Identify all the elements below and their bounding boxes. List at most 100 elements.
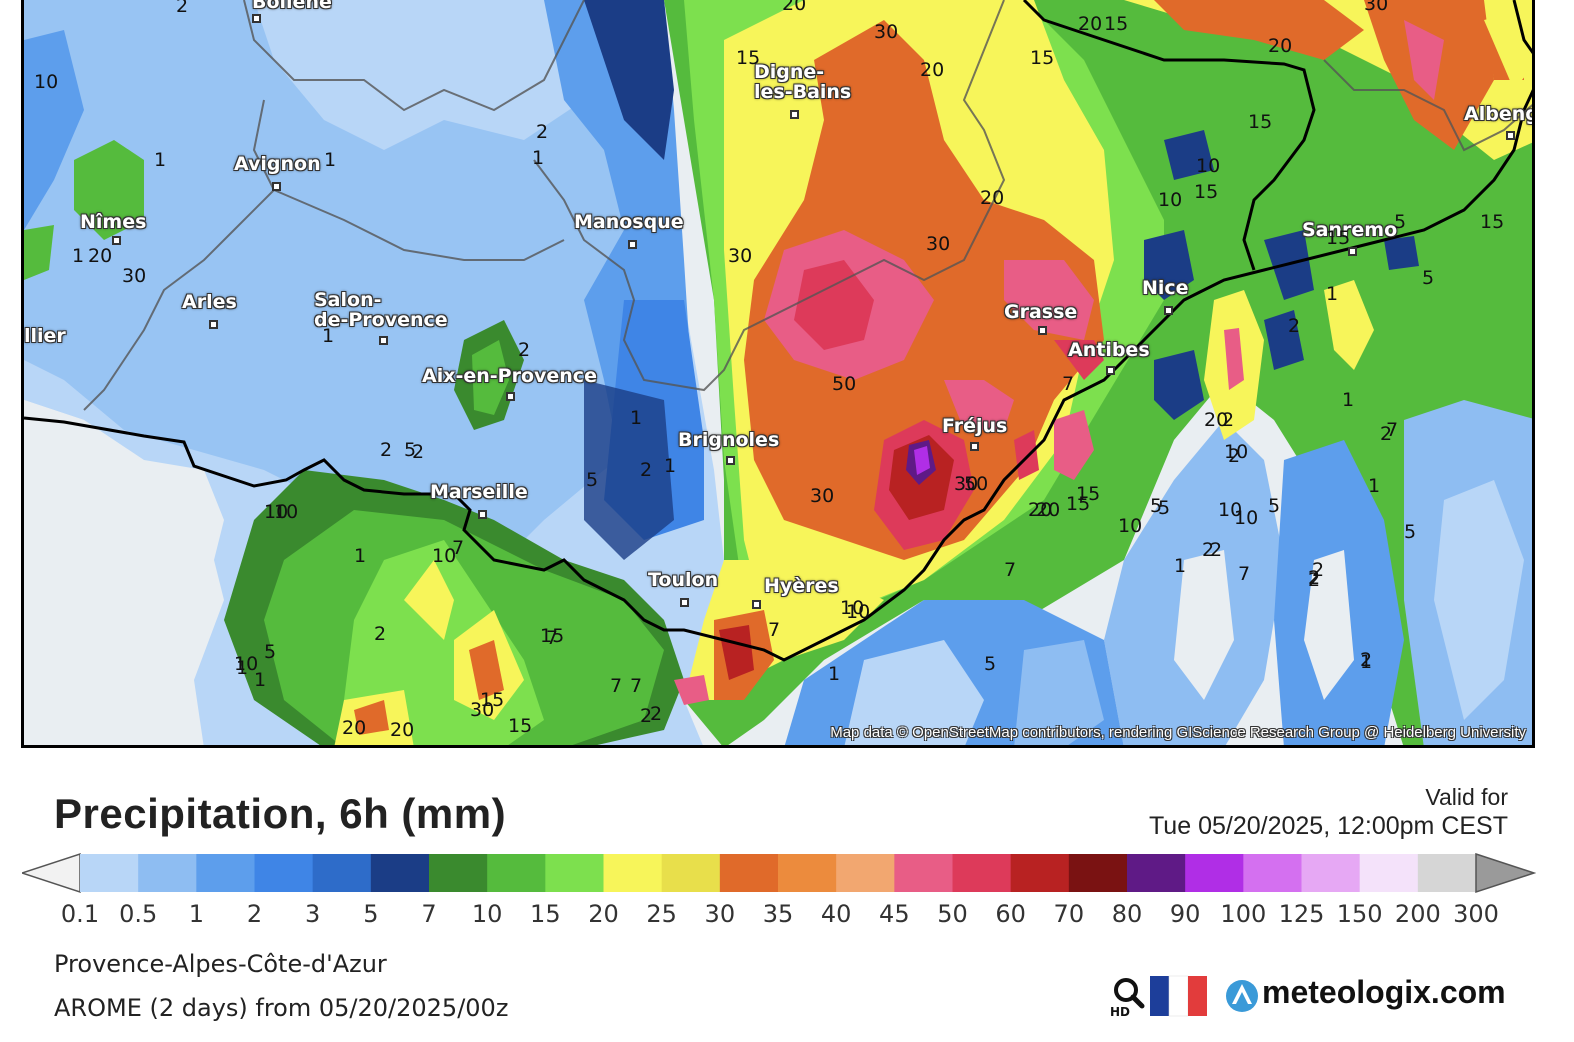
colorbar-segment [1359,854,1419,892]
colorbar-segment [952,854,1012,892]
colorbar-segment [1301,854,1361,892]
colorbar-tick-label: 70 [1053,900,1085,928]
hd-zoom-icon[interactable]: HD [1110,978,1145,1019]
precipitation-field [24,0,1532,745]
contour-label: 7 [546,627,559,649]
contour-label: 15 [1480,211,1505,233]
contour-label: 10 [1224,441,1249,463]
valid-time: Tue 05/20/2025, 12:00pm CEST [1148,812,1508,840]
contour-label: 20 [1204,409,1229,431]
city-marker-aix[interactable] [506,392,515,401]
contour-label: 7 [768,619,781,641]
logo-text[interactable]: meteologix.com [1262,974,1506,1010]
contour-label: 1 [322,325,335,347]
colorbar-tick-label: 10 [471,900,503,928]
city-marker-marseille[interactable] [478,510,487,519]
city-marker-grasse[interactable] [1038,326,1047,335]
colorbar-ticks: 0.1 0.5 1 2 3 5 7 10 15 20 25 30 35 40 45 50 60 70 80 90 100… [0,900,1574,940]
contour-label: 10 [34,71,59,93]
city-marker-avignon[interactable] [272,182,281,191]
contour-label: 7 [1238,563,1251,585]
contour-label: 30 [810,485,835,507]
contour-label: 5 [984,653,997,675]
contour-label: 1 [254,669,267,691]
contour-label: 7 [1386,419,1399,441]
contour-label: 30 [470,699,495,721]
city-marker-albenga[interactable] [1506,131,1515,140]
city-marker-frejus[interactable] [970,442,979,451]
city-label-hyeres: Hyères [764,575,839,597]
contour-label: 2 [650,703,663,725]
colorbar-tick-label: 40 [820,900,852,928]
city-label-sanremo: Sanremo [1302,219,1398,241]
colorbar-segment [1068,854,1128,892]
contour-label: 1 [664,455,677,477]
contour-label: 20 [920,59,945,81]
contour-label: 30 [954,473,979,495]
city-marker-bollene[interactable] [252,14,261,23]
city-label-bollene: Bollène [252,0,332,13]
contour-label: 1 [72,245,85,267]
contour-label: 30 [874,21,899,43]
city-marker-salon[interactable] [379,336,388,345]
city-marker-brignoles[interactable] [726,456,735,465]
contour-label: 1 [354,545,367,567]
contour-label: 10 [1196,155,1221,177]
contour-label: 5 [1422,267,1435,289]
city-label-marseille: Marseille [430,481,528,503]
contour-label: 30 [1364,0,1389,15]
contour-label: 5 [1394,211,1407,233]
colorbar-segment [196,854,255,892]
contour-label: 30 [926,233,951,255]
contour-label: 2 [1288,315,1301,337]
contour-label: 5 [1158,497,1171,519]
colorbar-segment [429,854,488,892]
colorbar-tick-label: 80 [1111,900,1143,928]
city-marker-hyeres[interactable] [752,600,761,609]
contour-label: 10 [840,597,865,619]
city-marker-arles[interactable] [209,320,218,329]
hd-label: HD [1110,1005,1130,1019]
contour-label: 15 [1076,483,1101,505]
contour-label: 2 [1308,567,1321,589]
colorbar-segment [138,854,197,892]
colorbar-tick-label: 200 [1394,900,1441,928]
contour-label: 2 [1308,569,1321,591]
colorbar-tick-label: 20 [588,900,619,928]
city-marker-nimes[interactable] [112,236,121,245]
city-label-frejus: Fréjus [942,415,1008,437]
colorbar-left-arrow [22,852,81,894]
colorbar-segment [719,854,779,892]
contour-label: 10 [1118,515,1143,537]
contour-label: 20 [782,0,807,15]
contour-label: 2 [1360,649,1373,671]
colorbar-tick-label: 0.1 [60,900,100,928]
contour-label: 2 [176,0,189,17]
city-label-toulon: Toulon [648,569,719,591]
colorbar-segment [545,854,604,892]
contour-label: 1 [1174,555,1187,577]
city-marker-sanremo[interactable] [1348,247,1357,256]
meteologix-logo-icon[interactable] [1226,980,1258,1012]
contour-label: 5 [1150,495,1163,517]
contour-label: 7 [452,537,465,559]
city-marker-antibes[interactable] [1106,366,1115,375]
contour-label: 2 [640,705,653,727]
city-label-grasse: Grasse [1004,301,1078,323]
city-marker-digne[interactable] [790,110,799,119]
contour-label: 10 [1218,499,1243,521]
city-label-manosque: Manosque [574,211,684,233]
city-label-avignon: Avignon [234,153,321,175]
precipitation-map[interactable]: Bollène Avignon Nîmes Arles llier Salon- de-P… [21,0,1535,748]
colorbar-tick-label: 30 [704,900,736,928]
city-marker-manosque[interactable] [628,240,637,249]
contour-label: 1 [1368,475,1381,497]
city-marker-nice[interactable] [1164,306,1173,315]
colorbar-tick-label: 0.5 [119,900,158,928]
france-flag-icon[interactable] [1150,975,1207,1017]
valid-label: Valid for [1425,784,1508,810]
contour-label: 1 [828,663,841,685]
contour-label: 20 [980,187,1005,209]
city-marker-toulon[interactable] [680,598,689,607]
contour-label: 2 [518,339,531,361]
